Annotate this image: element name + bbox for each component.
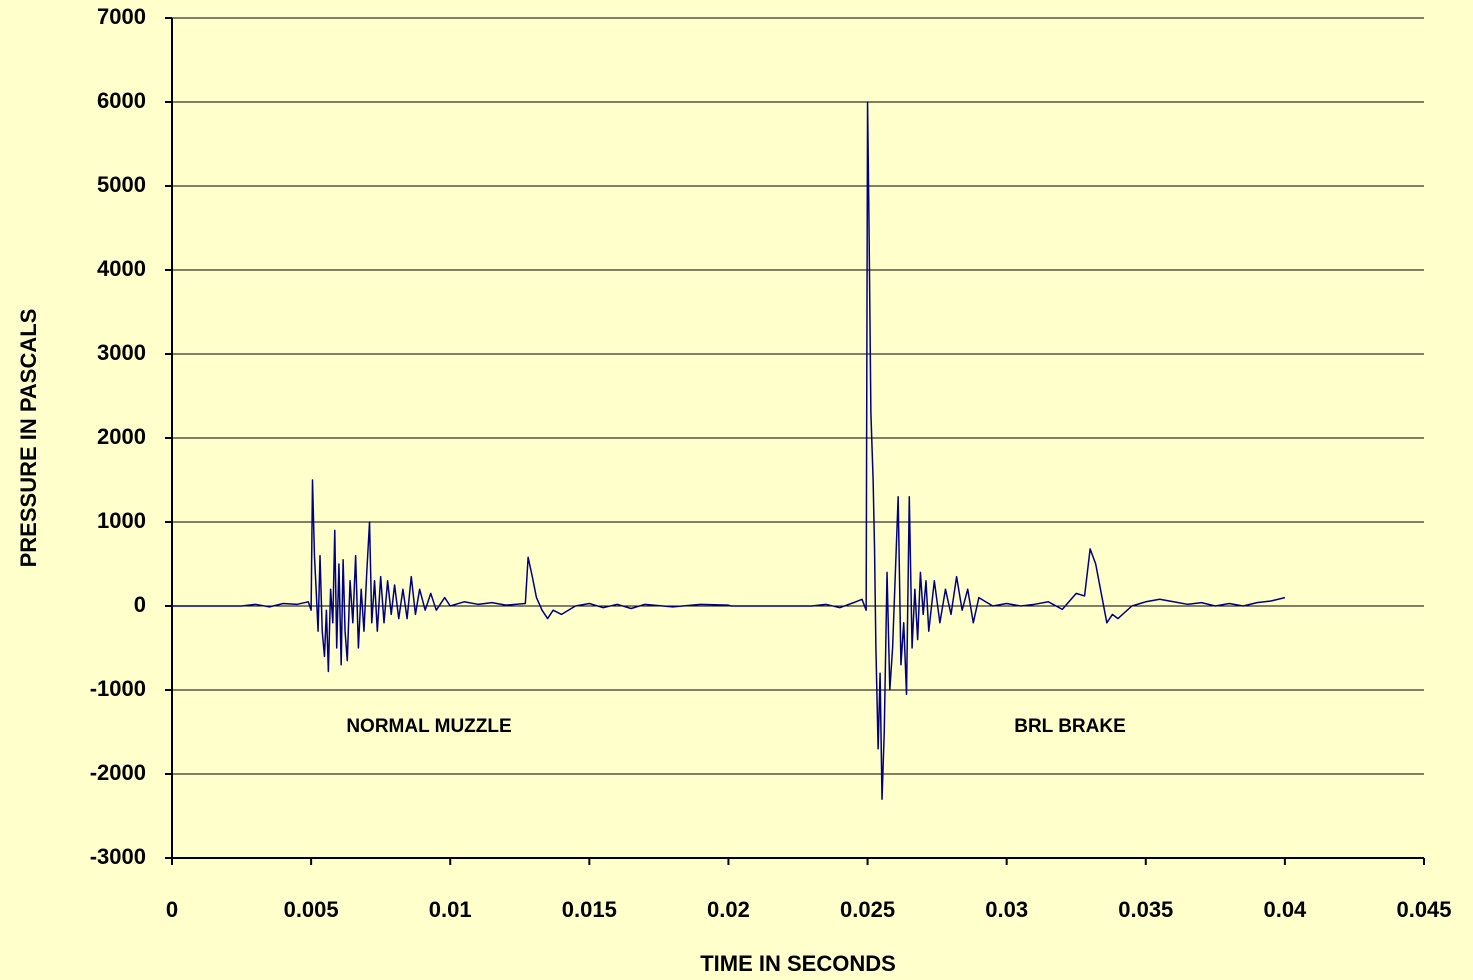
- y-tick-label: 1000: [97, 508, 146, 533]
- x-tick-label: 0.005: [284, 897, 339, 922]
- y-tick-label: 5000: [97, 172, 146, 197]
- x-tick-label: 0.02: [707, 897, 750, 922]
- y-tick-label: 4000: [97, 256, 146, 281]
- x-tick-label: 0.035: [1118, 897, 1173, 922]
- annotation: NORMAL MUZZLE: [346, 716, 511, 737]
- y-tick-label: 7000: [97, 4, 146, 29]
- data-line: [172, 101, 1286, 800]
- x-tick-label: 0.03: [985, 897, 1028, 922]
- y-tick-label: -3000: [90, 844, 146, 869]
- x-tick-label: 0.045: [1396, 897, 1451, 922]
- x-tick-label: 0: [166, 897, 178, 922]
- x-tick-label: 0.025: [840, 897, 895, 922]
- x-tick-label: 0.015: [562, 897, 617, 922]
- y-tick-label: 2000: [97, 424, 146, 449]
- y-tick-label: 0: [134, 592, 146, 617]
- y-axis-label: PRESSURE IN PASCALS: [16, 309, 41, 568]
- x-axis-label: TIME IN SECONDS: [700, 951, 896, 976]
- x-tick-label: 0.01: [429, 897, 472, 922]
- y-tick-label: 3000: [97, 340, 146, 365]
- y-tick-label: -1000: [90, 676, 146, 701]
- x-tick-label: 0.04: [1263, 897, 1307, 922]
- annotation: BRL BRAKE: [1014, 716, 1126, 737]
- y-tick-label: 6000: [97, 88, 146, 113]
- y-tick-label: -2000: [90, 760, 146, 785]
